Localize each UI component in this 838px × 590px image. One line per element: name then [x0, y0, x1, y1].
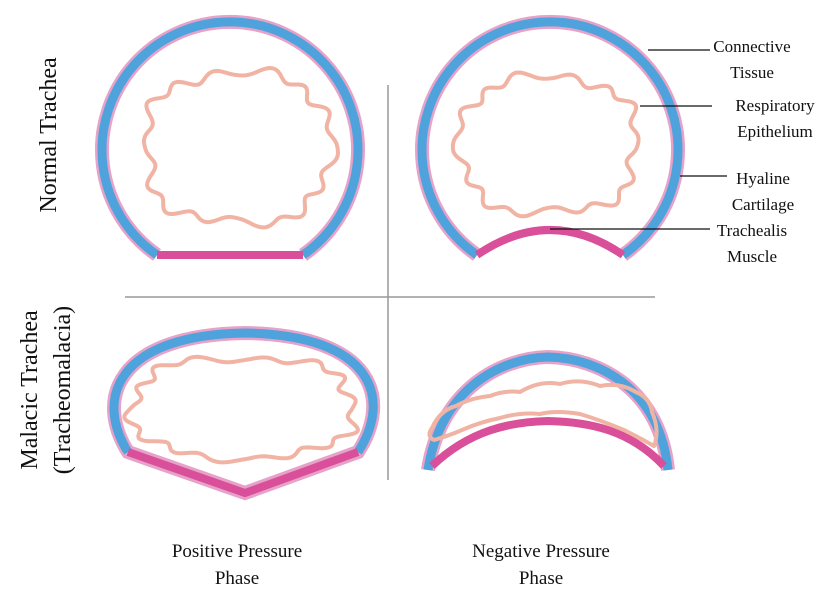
- column-label: Positive Pressure: [172, 541, 302, 562]
- column-label: Negative Pressure: [472, 541, 610, 562]
- normal-negative: [422, 22, 678, 255]
- annotation: Epithelium: [737, 122, 813, 141]
- annotation: Muscle: [727, 247, 777, 266]
- annotation: Cartilage: [732, 195, 794, 214]
- malacic-positive: [114, 333, 373, 493]
- column-label: Phase: [519, 568, 563, 589]
- diagram: Connective Tissue Respiratory Epithelium…: [0, 0, 838, 590]
- column-label: Phase: [215, 568, 259, 589]
- annotation: Respiratory: [735, 96, 815, 115]
- annotation: Hyaline: [736, 169, 790, 188]
- annotation: Tissue: [730, 63, 774, 82]
- malacic-negative: [428, 357, 668, 470]
- annotation: Trachealis: [717, 221, 787, 240]
- row-label: Normal Trachea: [36, 57, 62, 213]
- row-label: Malacic Trachea: [17, 310, 43, 470]
- normal-positive: [102, 22, 358, 255]
- annotation: Connective: [713, 37, 790, 56]
- row-label: (Tracheomalacia): [50, 306, 76, 474]
